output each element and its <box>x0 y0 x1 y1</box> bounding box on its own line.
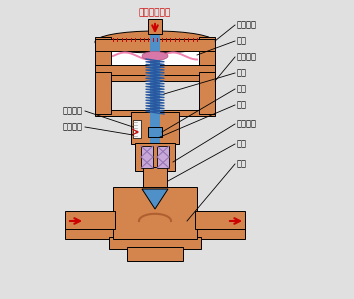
Bar <box>65 229 115 239</box>
Bar <box>127 247 183 261</box>
Text: 膜片: 膜片 <box>237 36 247 45</box>
Bar <box>144 191 150 236</box>
Bar <box>160 191 166 236</box>
Text: 行程刻度: 行程刻度 <box>63 123 83 132</box>
Bar <box>119 191 125 236</box>
Bar <box>109 237 201 249</box>
Text: 膜室下腔: 膜室下腔 <box>237 53 257 62</box>
Bar <box>95 110 215 116</box>
Text: 阀座: 阀座 <box>237 159 247 169</box>
Bar <box>95 37 111 69</box>
Bar <box>117 191 193 236</box>
Text: 膜室上腔: 膜室上腔 <box>237 21 257 30</box>
Bar <box>135 143 175 171</box>
Bar <box>152 191 158 236</box>
Bar <box>169 191 175 236</box>
Bar <box>177 191 183 236</box>
Text: 压力信号入口: 压力信号入口 <box>139 8 171 17</box>
Bar <box>95 72 111 114</box>
Text: 阀杆: 阀杆 <box>237 100 247 109</box>
Bar <box>127 191 133 236</box>
Bar <box>95 39 215 51</box>
Text: 密封填料: 密封填料 <box>237 120 257 129</box>
Bar <box>65 211 115 229</box>
Text: 行程指针: 行程指针 <box>63 106 83 115</box>
Bar <box>195 211 245 229</box>
Text: 阀芯: 阀芯 <box>237 140 247 149</box>
Bar <box>199 72 215 114</box>
Bar <box>136 191 142 236</box>
Bar <box>148 19 162 34</box>
Polygon shape <box>142 189 168 209</box>
Bar <box>141 146 153 168</box>
Ellipse shape <box>142 51 168 60</box>
Bar <box>150 29 160 209</box>
Bar <box>148 127 162 137</box>
Bar <box>133 120 141 138</box>
Bar <box>113 187 197 239</box>
Bar <box>131 112 179 144</box>
Bar <box>95 65 215 75</box>
Bar <box>199 37 215 69</box>
Bar <box>134 115 176 141</box>
Bar <box>143 167 167 191</box>
Ellipse shape <box>95 31 215 53</box>
Bar <box>157 146 169 168</box>
Text: 弹簧: 弹簧 <box>237 68 247 77</box>
Text: 推杆: 推杆 <box>237 85 247 94</box>
Bar <box>95 73 215 81</box>
Bar <box>195 229 245 239</box>
Bar <box>111 39 199 67</box>
